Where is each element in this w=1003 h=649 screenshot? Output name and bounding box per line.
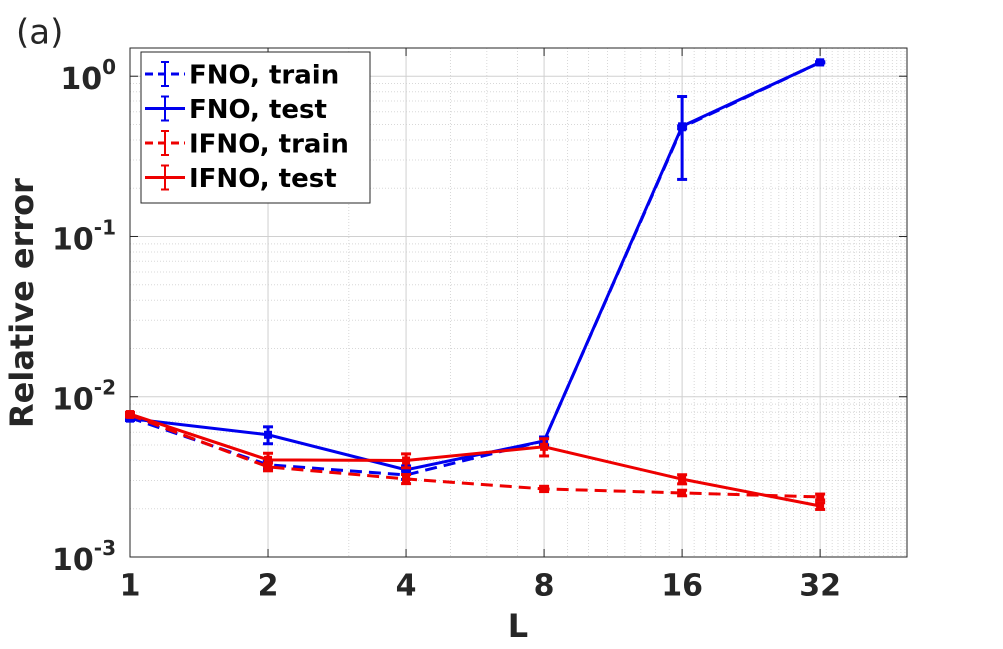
x-tick-label: 4 xyxy=(396,569,417,604)
marker xyxy=(264,455,273,464)
legend-label: FNO, train xyxy=(189,61,339,91)
x-tick-label: 16 xyxy=(661,569,703,604)
series-line xyxy=(129,413,821,499)
marker xyxy=(678,475,687,484)
marker xyxy=(540,484,549,493)
y-tick-base: 10 xyxy=(52,543,94,578)
y-tick-label: 10-2 xyxy=(52,375,116,417)
y-tick-label: 10-1 xyxy=(52,215,116,257)
marker xyxy=(678,488,687,497)
series-line xyxy=(129,412,821,508)
y-tick-exponent: -2 xyxy=(94,375,116,399)
marker xyxy=(402,456,411,465)
legend-label: IFNO, train xyxy=(189,130,349,160)
x-tick-label: 1 xyxy=(120,569,141,604)
marker xyxy=(816,58,825,67)
marker xyxy=(402,465,411,474)
y-tick-exponent: -3 xyxy=(94,536,116,560)
marker xyxy=(816,492,825,501)
y-tick-base: 10 xyxy=(52,382,94,417)
y-tick-label: 10-3 xyxy=(52,536,116,578)
y-tick-base: 10 xyxy=(52,222,94,257)
y-tick-exponent: -1 xyxy=(94,215,116,239)
error-bar xyxy=(677,95,688,181)
marker xyxy=(540,442,549,451)
series-line xyxy=(129,61,821,472)
x-tick-label: 8 xyxy=(534,569,555,604)
marker xyxy=(402,474,411,483)
x-tick-label: 2 xyxy=(258,569,279,604)
y-axis-label: Relative error xyxy=(3,178,41,428)
y-tick-label: 100 xyxy=(60,55,116,97)
marker xyxy=(264,430,273,439)
legend-label: IFNO, test xyxy=(189,164,337,194)
marker xyxy=(816,502,825,511)
legend-label: FNO, test xyxy=(189,95,327,125)
y-tick-base: 10 xyxy=(60,62,102,97)
x-tick-label: 32 xyxy=(799,569,841,604)
x-axis-label: L xyxy=(508,607,528,645)
y-tick-exponent: 0 xyxy=(102,55,116,79)
marker xyxy=(678,122,687,131)
plot-frame xyxy=(129,47,908,558)
panel-label: (a) xyxy=(16,13,63,53)
marker xyxy=(126,410,134,419)
